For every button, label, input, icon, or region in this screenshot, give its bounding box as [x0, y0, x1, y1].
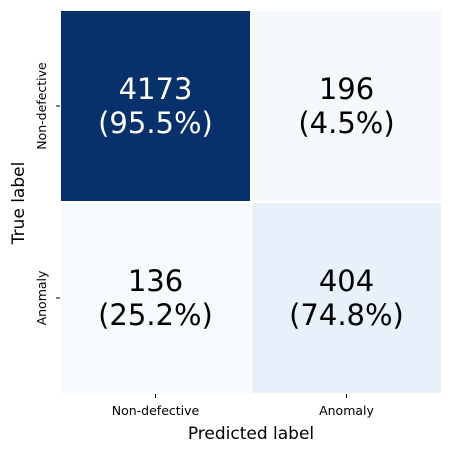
cell-count-label: 404	[319, 264, 374, 298]
cell-percent-label: (74.8%)	[289, 298, 404, 332]
axis-ticks: Non-defective Anomaly Non-defective Anomaly	[34, 62, 375, 418]
heatmap-cell	[250, 201, 443, 395]
heatmap-cell	[250, 9, 443, 203]
y-tick-label: Non-defective	[34, 62, 49, 150]
x-axis-label: Predicted label	[188, 424, 314, 444]
y-tick-label: Anomaly	[34, 270, 49, 325]
heatmap-cell	[59, 9, 252, 203]
y-axis-label: True label	[9, 162, 29, 246]
cell-count-label: 136	[128, 264, 183, 298]
cell-percent-label: (95.5%)	[98, 106, 213, 140]
cell-count-label: 4173	[119, 72, 193, 106]
x-tick-label: Non-defective	[112, 403, 200, 418]
x-tick-label: Anomaly	[319, 403, 374, 418]
heatmap-cells: 4173(95.5%) 196(4.5%) 136(25.2%) 404(74.8%)	[59, 9, 443, 395]
cell-percent-label: (25.2%)	[98, 298, 213, 332]
cell-percent-label: (4.5%)	[298, 106, 394, 140]
heatmap-cell	[59, 201, 252, 395]
cell-count-label: 196	[319, 72, 374, 106]
